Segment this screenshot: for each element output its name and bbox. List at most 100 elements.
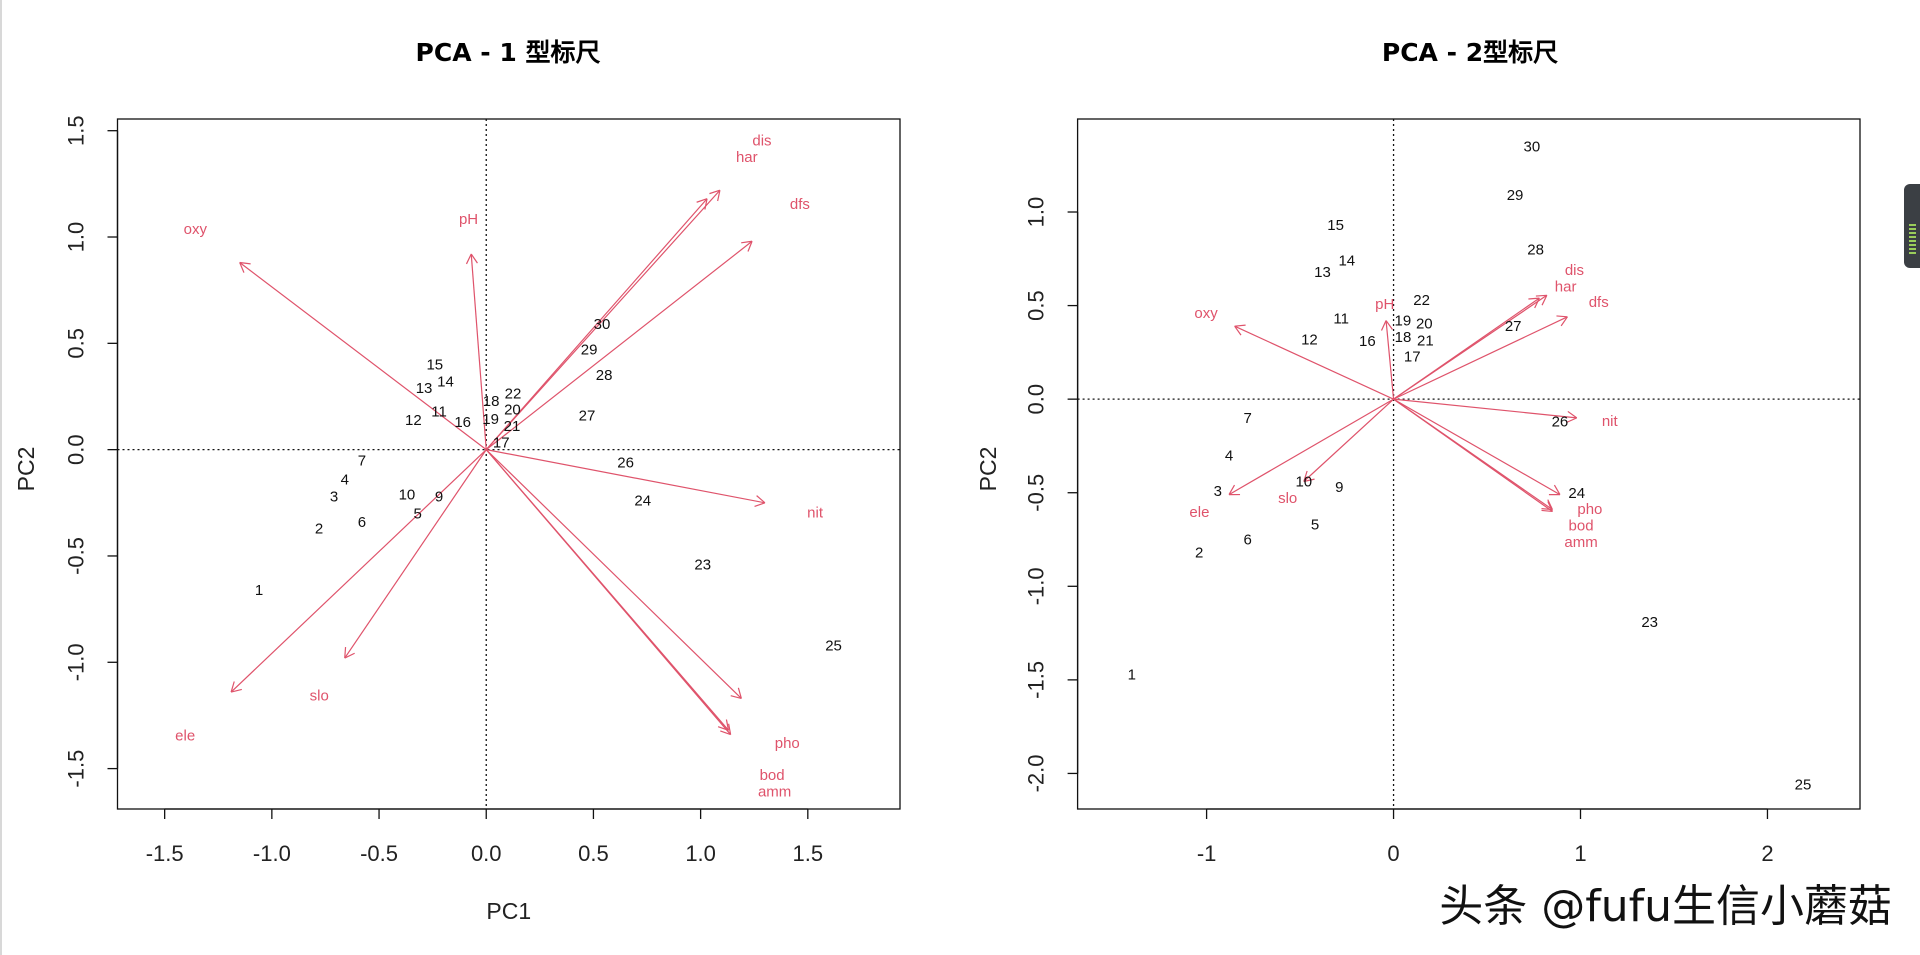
loading-label: amm	[1564, 534, 1597, 551]
sample-point-label: 24	[1568, 485, 1585, 502]
sample-point-label: 20	[1416, 316, 1433, 333]
sample-point-label: 11	[1333, 311, 1349, 328]
sample-point-label: 30	[594, 316, 611, 333]
loading-arrow-pH	[465, 253, 487, 450]
sample-point-label: 20	[504, 402, 521, 419]
sample-point-label: 7	[1244, 410, 1252, 427]
y-tick-label: -2.0	[1024, 754, 1049, 792]
x-tick-label: -1.0	[253, 841, 291, 866]
y-tick-label: -0.5	[64, 537, 89, 575]
sample-point-label: 9	[435, 488, 443, 505]
sample-point-label: 19	[1395, 313, 1412, 330]
loading-label: ele	[175, 728, 195, 745]
sample-point-label: 29	[1507, 187, 1524, 204]
loading-arrow-oxy	[239, 261, 487, 451]
x-tick-label: -0.5	[360, 841, 398, 866]
sample-point-label: 25	[825, 637, 842, 654]
sample-point-label: 13	[1314, 264, 1331, 281]
x-tick-label: 1	[1574, 841, 1586, 866]
y-tick-label: 0.0	[64, 434, 89, 465]
sample-point-label: 22	[1413, 292, 1430, 309]
sample-point-label: 26	[1552, 414, 1569, 431]
loading-label: bod	[760, 767, 785, 784]
loading-label: pH	[1375, 296, 1394, 313]
x-axis-label: PC1	[486, 898, 531, 924]
y-axis-label: PC2	[13, 447, 39, 492]
sample-point-label: 13	[416, 380, 433, 397]
side-scroll-handle[interactable]	[1904, 184, 1920, 268]
sample-point-label: 21	[1417, 332, 1434, 349]
sample-point-label: 22	[505, 386, 522, 403]
sample-point-label: 16	[1359, 333, 1376, 350]
loading-label: ele	[1189, 504, 1209, 521]
loading-label: dfs	[790, 196, 810, 213]
loading-label: dfs	[1589, 294, 1609, 311]
loading-arrow-nit	[1393, 398, 1578, 423]
sample-point-label: 18	[1395, 329, 1412, 346]
sample-point-label: 16	[454, 414, 471, 431]
x-tick-label: -1	[1197, 841, 1217, 866]
sample-point-label: 3	[1214, 483, 1222, 500]
loading-label: slo	[1278, 490, 1297, 507]
plot-frame	[1076, 118, 1861, 810]
sample-point-label: 14	[437, 374, 454, 391]
x-tick-label: 1.5	[793, 841, 824, 866]
sample-point-label: 9	[1335, 479, 1343, 496]
loading-label: pho	[775, 735, 800, 752]
loading-arrow-pho	[485, 449, 742, 700]
loading-arrow-ele	[1228, 398, 1394, 496]
y-tick-label: 1.0	[64, 222, 89, 253]
loading-label: oxy	[1194, 305, 1218, 322]
sample-point-label: 2	[1195, 545, 1203, 562]
x-tick-label: 1.0	[685, 841, 716, 866]
sample-point-label: 6	[358, 514, 366, 531]
loading-label: har	[736, 149, 758, 166]
grip-bar	[1909, 240, 1916, 242]
sample-point-label: 15	[426, 357, 443, 374]
x-tick-label: 0.5	[578, 841, 609, 866]
sample-point-label: 1	[255, 582, 263, 599]
y-tick-label: 0.5	[64, 328, 89, 359]
y-tick-label: -1.0	[64, 643, 89, 681]
sample-point-label: 28	[596, 367, 613, 384]
loading-arrow-oxy	[1234, 324, 1394, 400]
plot-frame	[116, 118, 901, 810]
grip-bar	[1909, 248, 1916, 250]
loading-arrow-pho	[1393, 398, 1561, 496]
y-tick-label: -1.0	[1024, 567, 1049, 605]
y-tick-label: -1.5	[64, 750, 89, 788]
y-tick-label: 1.5	[64, 115, 89, 146]
sample-point-label: 23	[1641, 614, 1658, 631]
loading-arrow-pH	[1380, 320, 1395, 400]
sample-point-label: 1	[1128, 666, 1136, 683]
sample-point-label: 17	[493, 434, 510, 451]
sample-point-label: 26	[617, 454, 634, 471]
sample-point-label: 10	[399, 486, 416, 503]
grip-bar	[1909, 244, 1916, 246]
sample-point-label: 25	[1795, 777, 1812, 794]
loading-label: pho	[1577, 501, 1602, 518]
y-tick-label: 0.0	[1024, 384, 1049, 415]
sample-point-label: 5	[413, 505, 421, 522]
sample-point-label: 2	[315, 520, 323, 537]
sample-point-label: 27	[579, 408, 596, 425]
loading-label: dis	[752, 132, 771, 149]
biplot-1: PCA - 1 型标尺 -1.5 -1.0 -0.5 0.0 0.5 1.0 1.5 -1.5 -…	[13, 38, 901, 924]
x-tick-label: 2	[1761, 841, 1773, 866]
grip-bar	[1909, 228, 1916, 230]
sample-point-label: 28	[1527, 241, 1544, 258]
loading-arrow-dfs	[485, 240, 753, 451]
sample-point-label: 29	[581, 342, 598, 359]
sample-point-label: 14	[1338, 253, 1355, 270]
y-tick-label: -1.5	[1024, 661, 1049, 699]
sample-point-label: 18	[483, 393, 500, 410]
sample-point-label: 5	[1311, 517, 1319, 534]
sample-point-label: 10	[1295, 474, 1312, 491]
x-tick-label: -1.5	[146, 841, 184, 866]
loading-label: amm	[758, 784, 791, 801]
loading-arrow-slo	[344, 449, 487, 659]
sample-point-label: 19	[482, 411, 499, 428]
grip-bar	[1909, 236, 1916, 238]
watermark: 头条 @fufu生信小蘑菇	[1439, 881, 1892, 932]
loading-arrow-ele	[230, 449, 487, 693]
